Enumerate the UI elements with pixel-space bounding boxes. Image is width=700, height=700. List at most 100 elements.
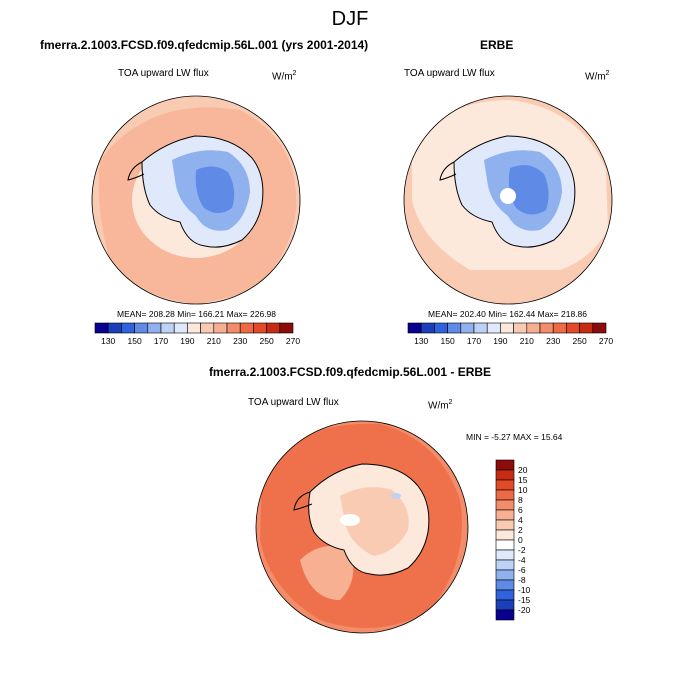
diff-peninsula-coast: [293, 491, 313, 511]
model-colorbar-swatch: [239, 322, 254, 334]
model-peninsula-coast: [127, 161, 145, 181]
model-colorbar-label: 170: [154, 336, 168, 346]
diff-colorbar-swatch: [495, 469, 515, 481]
diff-colorbar-label: -20: [518, 605, 531, 615]
obs-colorbar-swatch: [434, 322, 448, 334]
model-colorbar-swatch: [213, 322, 228, 334]
obs-colorbar-swatch: [592, 322, 607, 334]
obs-units-label: W/m2: [585, 70, 610, 83]
diff-panel-title: fmerra.2.1003.FCSD.f09.qfedcmip.56L.001 …: [208, 365, 492, 379]
model-panel-title: fmerra.2.1003.FCSD.f09.qfedcmip.56L.001 …: [40, 38, 369, 52]
obs-colorbar-swatch: [539, 322, 554, 334]
diff-neutral-patch: [340, 514, 360, 526]
diff-colorbar-swatch: [495, 519, 515, 531]
model-colorbar-label: 210: [207, 336, 221, 346]
diff-colorbar-swatch: [495, 509, 515, 521]
obs-coastline: [453, 135, 576, 248]
model-coastline: [141, 135, 264, 248]
model-colorbar-label: 270: [286, 336, 300, 346]
obs-colorbar-label: 130: [414, 336, 428, 346]
diff-colorbar-label: 6: [518, 505, 523, 515]
obs-colorbar-swatch: [420, 322, 435, 334]
diff-colorbar-swatch: [495, 539, 515, 551]
obs-colorbar-label: 170: [467, 336, 481, 346]
obs-panel-title: ERBE: [480, 38, 514, 52]
model-variable-label: TOA upward LW flux: [118, 68, 209, 79]
diff-units-label: W/m2: [428, 399, 453, 412]
diff-colorbar-swatch: [495, 559, 515, 571]
diff-colorbar-label: -2: [518, 545, 526, 555]
obs-variable-label: TOA upward LW flux: [404, 68, 495, 79]
diff-colorbar-label: 10: [518, 485, 528, 495]
model-colorbar-swatch: [253, 322, 267, 334]
diff-map-border: [255, 420, 469, 634]
model-colorbar-label: 190: [180, 336, 194, 346]
diff-coastline: [308, 463, 430, 576]
diff-warm-patch: [300, 545, 354, 600]
obs-colorbar-label: 270: [599, 336, 613, 346]
obs-colorbar-label: 250: [573, 336, 587, 346]
obs-colorbar-swatch: [566, 322, 580, 334]
diff-colorbar-label: -8: [518, 575, 526, 585]
diff-colorbar-label: 4: [518, 515, 523, 525]
diff-colorbar-swatch: [495, 569, 515, 581]
diff-polar-map: [256, 421, 468, 633]
obs-colorbar-swatch: [486, 322, 501, 334]
diff-colorbar-label: -6: [518, 565, 526, 575]
model-colorbar-label: 230: [233, 336, 247, 346]
obs-polar-map: [404, 96, 612, 304]
diff-variable-label: TOA upward LW flux: [248, 397, 339, 408]
diff-min-max: MIN = -5.27 MAX = 15.64: [466, 432, 563, 442]
diff-colorbar-swatch: [495, 489, 515, 501]
diff-colorbar-label: -4: [518, 555, 526, 565]
diff-colorbar-swatch: [495, 589, 515, 601]
diff-colorbar-swatch: [495, 549, 515, 561]
obs-colorbar-swatch: [447, 322, 462, 334]
diff-colorbar-label: -10: [518, 585, 531, 595]
obs-colorbar-swatch: [579, 322, 594, 334]
obs-colorbar-label: 150: [441, 336, 455, 346]
obs-map-border: [403, 95, 613, 305]
obs-colorbar-swatch: [552, 322, 567, 334]
diff-colorbar-swatch: [495, 459, 515, 471]
diff-colorbar-swatch: [495, 529, 515, 541]
model-map-border: [91, 95, 301, 305]
model-colorbar-swatch: [94, 322, 109, 334]
obs-colorbar-swatch: [513, 322, 528, 334]
obs-colorbar-swatch: [407, 322, 422, 334]
model-colorbar-label: 250: [260, 336, 274, 346]
diff-colorbar-swatch: [495, 479, 515, 491]
diff-colorbar-swatch: [495, 609, 515, 621]
obs-plateau-core: [508, 165, 549, 215]
model-plateau-core: [195, 166, 235, 213]
obs-colorbar: 130 150 170 190 210 230 250 270: [407, 322, 613, 346]
obs-stats: MEAN= 202.40 Min= 162.44 Max= 218.86: [428, 309, 588, 319]
model-stats: MEAN= 208.28 Min= 166.21 Max= 226.98: [117, 309, 277, 319]
model-colorbar-label: 150: [128, 336, 142, 346]
obs-peninsula-coast: [439, 161, 457, 181]
obs-colorbar-swatch: [526, 322, 541, 334]
model-polar-map: [92, 96, 300, 304]
diff-colorbar-label: 0: [518, 535, 523, 545]
diff-colorbar-label: 15: [518, 475, 528, 485]
obs-colorbar-label: 210: [520, 336, 534, 346]
model-colorbar-swatch: [147, 322, 162, 334]
diff-colorbar-label: 8: [518, 495, 523, 505]
obs-colorbar-swatch: [460, 322, 475, 334]
diff-colorbar-swatch: [495, 599, 515, 611]
model-colorbar-swatch: [160, 322, 175, 334]
model-colorbar-swatch: [187, 322, 201, 334]
diff-colorbar-label: 2: [518, 525, 523, 535]
model-colorbar-swatch: [200, 322, 215, 334]
obs-pole-hole: [500, 188, 516, 204]
obs-colorbar-label: 230: [546, 336, 560, 346]
diff-colorbar-swatch: [495, 499, 515, 511]
diff-colorbar-swatch: [495, 579, 515, 591]
diff-colorbar-label: -15: [518, 595, 531, 605]
diff-negative-spot: [391, 493, 401, 499]
obs-colorbar-swatch: [473, 322, 488, 334]
model-units-label: W/m2: [272, 70, 297, 83]
model-colorbar-swatch: [121, 322, 135, 334]
obs-colorbar-swatch: [500, 322, 514, 334]
